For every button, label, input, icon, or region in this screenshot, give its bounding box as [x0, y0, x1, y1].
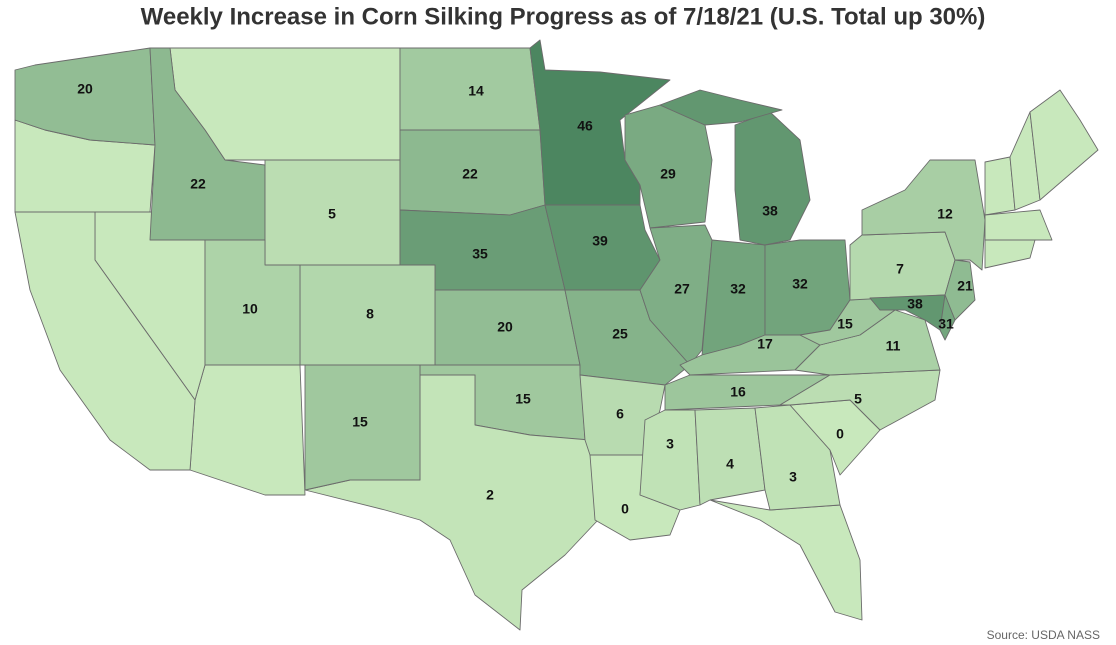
- value-label: 27: [674, 281, 690, 297]
- value-label: 31: [938, 316, 954, 332]
- map-title: Weekly Increase in Corn Silking Progress…: [141, 3, 986, 30]
- state: [14, 211, 196, 471]
- value-label: 32: [792, 276, 808, 292]
- state: [659, 89, 783, 126]
- state: [639, 409, 701, 511]
- state: [984, 239, 1036, 269]
- value-label: 15: [515, 391, 531, 407]
- state: [701, 239, 766, 356]
- no-data-states: [14, 47, 1099, 621]
- state: [709, 499, 863, 621]
- value-label: 17: [757, 336, 773, 352]
- source: Source: USDA NASS: [987, 628, 1100, 642]
- value-label: 16: [730, 384, 746, 400]
- state: [204, 239, 301, 366]
- value-label: 3: [666, 436, 674, 452]
- value-label: 25: [612, 326, 628, 342]
- state: [944, 259, 976, 321]
- value-label: 22: [462, 166, 478, 182]
- value-label: 5: [854, 391, 862, 407]
- value-label: 14: [468, 83, 484, 99]
- state: [861, 159, 986, 271]
- value-label: 35: [472, 246, 488, 262]
- value-label: 20: [497, 319, 513, 335]
- state: [1029, 89, 1099, 201]
- value-label: 22: [190, 176, 206, 192]
- state: [939, 294, 956, 341]
- state: [149, 47, 266, 241]
- state: [694, 407, 766, 506]
- value-label: 2: [486, 487, 494, 503]
- value-label: 20: [77, 81, 93, 97]
- value-label: 32: [730, 281, 746, 297]
- value-label: 38: [907, 296, 923, 312]
- value-label: 7: [896, 261, 904, 277]
- state: [734, 111, 811, 246]
- value-label: 0: [621, 501, 629, 517]
- value-label: 21: [957, 278, 973, 294]
- value-label: 10: [242, 301, 258, 317]
- value-label: 12: [937, 206, 953, 222]
- value-label: 11: [886, 338, 901, 354]
- value-label: 15: [837, 316, 853, 332]
- value-label: 29: [660, 166, 676, 182]
- value-label: 38: [762, 203, 778, 219]
- state: [189, 364, 306, 496]
- states: [14, 39, 986, 631]
- value-label: 5: [328, 206, 336, 222]
- value-label: 0: [836, 426, 844, 442]
- value-label: 3: [789, 469, 797, 485]
- value-label: 6: [616, 406, 624, 422]
- state: [529, 39, 671, 206]
- value-label: 39: [592, 233, 608, 249]
- value-label: 4: [726, 456, 734, 472]
- state: [984, 209, 1053, 241]
- value-label: 46: [577, 118, 593, 134]
- value-label: 15: [352, 414, 368, 430]
- value-label: 8: [366, 306, 374, 322]
